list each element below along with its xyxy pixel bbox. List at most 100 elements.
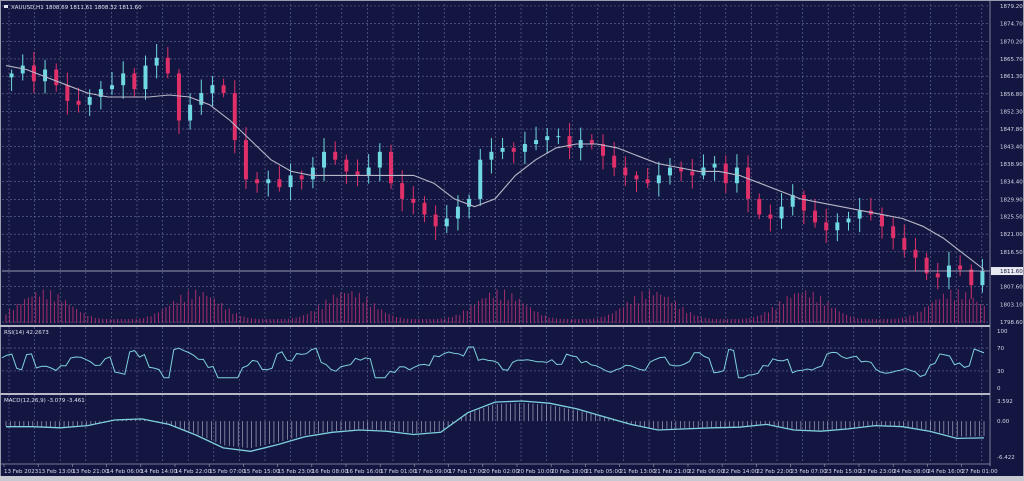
- candle-bullish[interactable]: [980, 271, 985, 286]
- candle-bullish[interactable]: [857, 210, 862, 219]
- candle-bullish[interactable]: [9, 73, 14, 78]
- candle-bearish[interactable]: [344, 159, 349, 172]
- candle-bearish[interactable]: [601, 144, 606, 156]
- price-axis-label: 1834.40: [1000, 180, 1023, 186]
- candle-bearish[interactable]: [623, 167, 628, 176]
- candle-bullish[interactable]: [556, 136, 561, 138]
- candle-bearish[interactable]: [422, 202, 427, 215]
- candle-bearish[interactable]: [902, 238, 907, 250]
- candle-bearish[interactable]: [891, 226, 896, 239]
- candle-bearish[interactable]: [935, 273, 940, 278]
- candle-bullish[interactable]: [43, 69, 48, 82]
- candle-bullish[interactable]: [121, 73, 126, 86]
- candle-bullish[interactable]: [667, 167, 672, 176]
- candle-bullish[interactable]: [199, 93, 204, 105]
- candle-bullish[interactable]: [656, 175, 661, 184]
- candle-bullish[interactable]: [790, 194, 795, 207]
- candle-bearish[interactable]: [388, 151, 393, 184]
- candle-bullish[interactable]: [467, 198, 472, 207]
- candle-bullish[interactable]: [835, 222, 840, 231]
- candle-bearish[interactable]: [824, 222, 829, 231]
- candle-bullish[interactable]: [779, 206, 784, 219]
- candle-bearish[interactable]: [255, 179, 260, 184]
- candle-bullish[interactable]: [110, 85, 115, 90]
- candle-bullish[interactable]: [500, 147, 505, 152]
- candle-bullish[interactable]: [322, 151, 327, 168]
- candle-bearish[interactable]: [299, 175, 304, 180]
- candle-bullish[interactable]: [288, 175, 293, 188]
- candle-bearish[interactable]: [31, 65, 36, 82]
- candle-bearish[interactable]: [924, 257, 929, 274]
- candle-bearish[interactable]: [567, 136, 572, 148]
- panel-separator[interactable]: [0, 325, 990, 327]
- candle-bearish[interactable]: [768, 214, 773, 219]
- candle-bearish[interactable]: [969, 269, 974, 286]
- candle-bearish[interactable]: [221, 85, 226, 94]
- candle-bearish[interactable]: [165, 57, 170, 74]
- candle-bearish[interactable]: [355, 171, 360, 176]
- candle-bearish[interactable]: [65, 85, 70, 101]
- candle-bearish[interactable]: [277, 179, 282, 188]
- candle-bearish[interactable]: [232, 93, 237, 141]
- candle-bullish[interactable]: [478, 159, 483, 199]
- symbol-title: XAUUSD,H1 1808.69 1811.61 1808.32 1811.6…: [11, 5, 142, 11]
- symbol-menu-icon[interactable]: [4, 5, 8, 8]
- panel-separator[interactable]: [0, 393, 990, 395]
- candle-bearish[interactable]: [958, 265, 963, 270]
- candle-bullish[interactable]: [846, 218, 851, 223]
- candle-bullish[interactable]: [266, 179, 271, 184]
- candle-bullish[interactable]: [87, 96, 92, 105]
- candle-bullish[interactable]: [534, 140, 539, 145]
- candle-bullish[interactable]: [489, 151, 494, 160]
- candle-bullish[interactable]: [143, 65, 148, 90]
- candle-bullish[interactable]: [444, 218, 449, 227]
- candle-bullish[interactable]: [188, 104, 193, 121]
- candle-bearish[interactable]: [723, 163, 728, 184]
- candle-bearish[interactable]: [757, 198, 762, 215]
- candle-bearish[interactable]: [400, 183, 405, 199]
- current-price-tag: [991, 267, 1023, 276]
- candle-bearish[interactable]: [813, 210, 818, 223]
- candle-bearish[interactable]: [54, 69, 59, 86]
- price-axis-label: 1816.50: [1000, 250, 1023, 256]
- candle-bullish[interactable]: [522, 144, 527, 152]
- candle-bearish[interactable]: [411, 198, 416, 203]
- candle-bullish[interactable]: [154, 57, 159, 66]
- candle-bullish[interactable]: [712, 163, 717, 168]
- macd-axis-label: 0.00: [997, 419, 1010, 425]
- candle-bullish[interactable]: [545, 136, 550, 141]
- candle-bearish[interactable]: [634, 175, 639, 180]
- candle-bullish[interactable]: [946, 265, 951, 278]
- candle-bearish[interactable]: [511, 147, 516, 152]
- candle-bearish[interactable]: [879, 214, 884, 227]
- candle-bearish[interactable]: [679, 167, 684, 172]
- time-axis-label: 13 Feb 2023: [4, 469, 39, 475]
- candle-bearish[interactable]: [589, 140, 594, 145]
- horizontal-scrollbar[interactable]: [0, 476, 1024, 481]
- candle-bearish[interactable]: [913, 249, 918, 258]
- price-axis-label: 1870.20: [1000, 39, 1023, 45]
- candle-bearish[interactable]: [690, 171, 695, 176]
- candle-bullish[interactable]: [210, 85, 215, 94]
- candle-bearish[interactable]: [801, 194, 806, 211]
- candle-bearish[interactable]: [746, 167, 751, 199]
- candle-bullish[interactable]: [98, 89, 103, 97]
- candle-bearish[interactable]: [612, 155, 617, 168]
- candle-bullish[interactable]: [310, 167, 315, 180]
- candle-bearish[interactable]: [333, 151, 338, 160]
- candle-bearish[interactable]: [132, 73, 137, 90]
- candle-bearish[interactable]: [433, 214, 438, 227]
- candle-bullish[interactable]: [377, 151, 382, 168]
- price-axis-label: 1821.00: [1000, 232, 1023, 238]
- candle-bearish[interactable]: [243, 140, 248, 180]
- candle-bullish[interactable]: [455, 206, 460, 219]
- time-axis-label: 20 Feb 18:00: [551, 469, 588, 475]
- rsi-axis-label: 0: [997, 386, 1001, 392]
- candle-bullish[interactable]: [20, 65, 25, 74]
- candle-bearish[interactable]: [176, 73, 181, 121]
- candle-bullish[interactable]: [366, 167, 371, 176]
- time-axis-label: 17 Feb 17:00: [449, 469, 486, 475]
- candle-bearish[interactable]: [76, 100, 81, 105]
- candle-bearish[interactable]: [645, 179, 650, 184]
